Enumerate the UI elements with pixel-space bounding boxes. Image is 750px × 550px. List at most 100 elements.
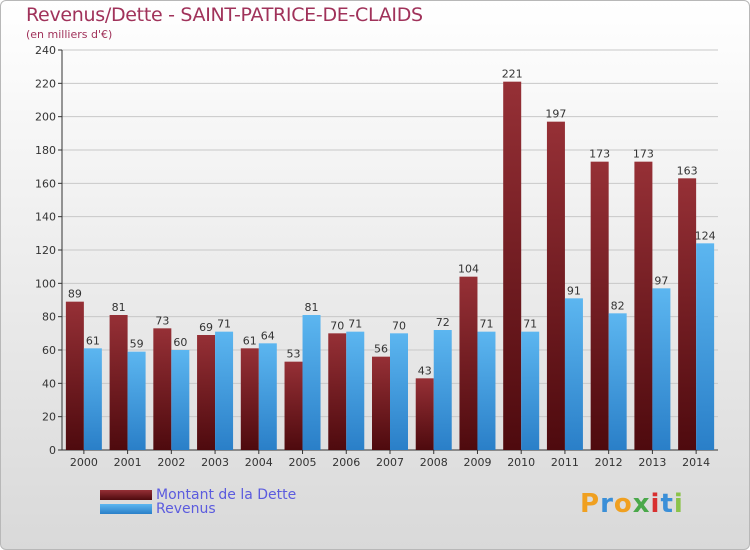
bar-revenus [608, 313, 627, 450]
x-tick-label: 2012 [595, 456, 623, 469]
data-label-dette: 89 [68, 288, 82, 301]
y-tick-label: 200 [35, 111, 56, 124]
y-tick-label: 0 [49, 444, 56, 457]
bar-dette [634, 161, 653, 450]
data-label-dette: 173 [633, 148, 654, 161]
bar-dette [328, 333, 347, 450]
y-tick-label: 240 [35, 44, 56, 57]
logo-letter: t [660, 489, 674, 519]
logo-letter: i [650, 489, 661, 519]
data-label-dette: 163 [677, 164, 698, 177]
x-tick-label: 2010 [507, 456, 535, 469]
data-label-dette: 81 [112, 301, 126, 314]
x-tick-label: 2007 [376, 456, 404, 469]
bar-revenus [346, 331, 365, 450]
data-label-revenus: 71 [348, 318, 362, 331]
y-tick-label: 20 [42, 411, 56, 424]
y-tick-label: 220 [35, 77, 56, 90]
data-label-revenus: 124 [695, 229, 716, 242]
y-tick-label: 100 [35, 277, 56, 290]
x-tick-label: 2011 [551, 456, 579, 469]
chart-title: Revenus/Dette - SAINT-PATRICE-DE-CLAIDS [26, 4, 423, 26]
data-label-revenus: 82 [611, 299, 625, 312]
bar-dette [284, 361, 303, 450]
logo-letter: x [632, 489, 651, 519]
bar-revenus [171, 350, 190, 450]
bar-revenus [215, 331, 234, 450]
bar-dette [240, 348, 259, 450]
data-label-revenus: 71 [217, 318, 231, 331]
data-label-dette: 221 [502, 68, 523, 81]
data-label-revenus: 61 [86, 334, 100, 347]
data-label-revenus: 59 [130, 338, 144, 351]
data-label-revenus: 71 [523, 318, 537, 331]
data-label-revenus: 70 [392, 319, 406, 332]
bar-revenus [127, 351, 146, 450]
bar-revenus [390, 333, 408, 450]
logo-letter: P [580, 489, 601, 519]
bar-dette [546, 121, 565, 451]
data-label-revenus: 81 [305, 301, 319, 314]
legend-label-dette: Montant de la Dette [156, 487, 297, 503]
y-tick-label: 40 [42, 377, 56, 390]
x-tick-label: 2005 [289, 456, 317, 469]
bar-revenus [83, 348, 102, 450]
x-tick-label: 2014 [682, 456, 710, 469]
y-tick-label: 160 [35, 177, 56, 190]
data-label-revenus: 64 [261, 329, 275, 342]
data-label-revenus: 60 [173, 336, 187, 349]
x-tick-label: 2003 [201, 456, 229, 469]
chart-unit-label: (en milliers d'€) [26, 28, 113, 41]
data-label-dette: 61 [243, 334, 257, 347]
bar-revenus [652, 288, 671, 450]
proxiti-logo: Proxiti [580, 489, 684, 519]
x-tick-label: 2002 [157, 456, 185, 469]
bar-dette [503, 81, 522, 451]
bar-dette [65, 301, 84, 450]
bar-dette [197, 335, 216, 450]
bar-dette [459, 276, 478, 450]
x-tick-label: 2008 [420, 456, 448, 469]
bar-revenus [696, 243, 715, 450]
legend-item-revenus: Revenus [100, 501, 216, 517]
data-label-dette: 70 [330, 319, 344, 332]
bar-revenus [477, 331, 496, 450]
x-tick-label: 2004 [245, 456, 273, 469]
y-tick-label: 80 [42, 311, 56, 324]
x-tick-label: 2000 [70, 456, 98, 469]
y-tick-label: 140 [35, 211, 56, 224]
bar-dette [678, 178, 697, 451]
y-tick-label: 120 [35, 244, 56, 257]
x-tick-label: 2001 [114, 456, 142, 469]
bar-revenus [564, 298, 583, 450]
data-label-dette: 53 [287, 348, 301, 361]
bar-dette [109, 315, 128, 450]
bar-dette [153, 328, 172, 450]
bar-revenus [302, 315, 321, 450]
bar-revenus [258, 343, 277, 450]
data-label-revenus: 71 [479, 318, 493, 331]
logo-letter: o [613, 489, 633, 519]
data-label-dette: 73 [155, 314, 169, 327]
x-tick-label: 2006 [332, 456, 360, 469]
bar-revenus [433, 330, 452, 450]
logo-letter: r [600, 489, 614, 519]
x-tick-label: 2009 [463, 456, 491, 469]
data-label-revenus: 72 [436, 316, 450, 329]
y-tick-label: 180 [35, 144, 56, 157]
data-label-dette: 173 [589, 148, 610, 161]
data-label-revenus: 91 [567, 284, 581, 297]
y-tick-label: 60 [42, 344, 56, 357]
logo-letter: i [673, 489, 684, 519]
data-label-dette: 104 [458, 263, 479, 276]
bar-dette [372, 356, 390, 450]
data-label-revenus: 97 [654, 274, 668, 287]
data-label-dette: 69 [199, 321, 213, 334]
bar-revenus [521, 331, 540, 450]
legend-swatch-dette [100, 490, 152, 500]
x-tick-label: 2013 [638, 456, 666, 469]
legend-item-dette: Montant de la Dette [100, 487, 297, 503]
legend-swatch-revenus [100, 504, 152, 514]
data-label-dette: 56 [374, 343, 388, 356]
